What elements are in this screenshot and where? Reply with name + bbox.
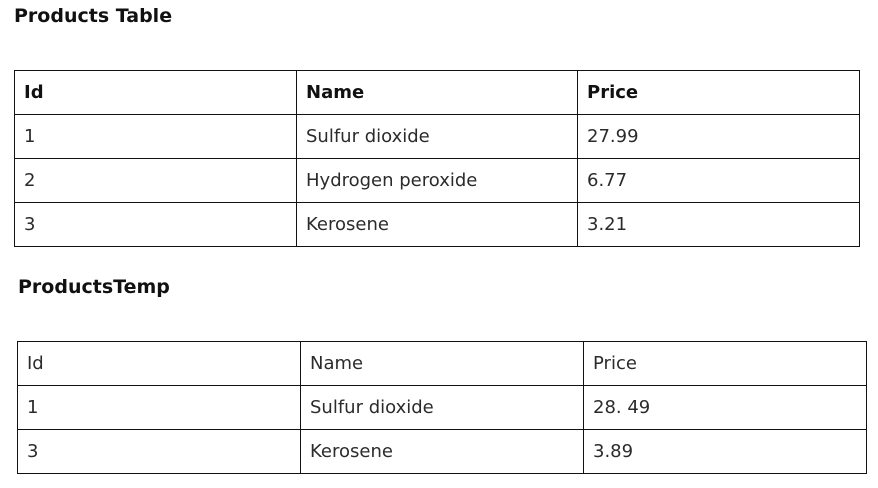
cell-id: 1 [17, 385, 301, 430]
products-temp-title: ProductsTemp [18, 276, 170, 298]
table-header-row: Id Name Price [17, 341, 867, 386]
cell-id: 1 [14, 114, 297, 159]
products-table-title: Products Table [14, 5, 173, 27]
cell-price: 3.21 [577, 202, 860, 247]
table-row: 3 Kerosene 3.21 [14, 202, 860, 247]
column-header-id: Id [14, 70, 297, 115]
table-row: 2 Hydrogen peroxide 6.77 [14, 158, 860, 203]
cell-price: 3.89 [583, 429, 867, 474]
table-header-row: Id Name Price [14, 70, 860, 115]
cell-price: 6.77 [577, 158, 860, 203]
cell-price: 27.99 [577, 114, 860, 159]
table-row: 3 Kerosene 3.89 [17, 429, 867, 474]
cell-id: 3 [17, 429, 301, 474]
cell-id: 2 [14, 158, 297, 203]
table-row: 1 Sulfur dioxide 27.99 [14, 114, 860, 159]
column-header-price: Price [577, 70, 860, 115]
products-temp-table: Id Name Price 1 Sulfur dioxide 28. 49 3 … [17, 341, 867, 474]
cell-id: 3 [14, 202, 297, 247]
cell-name: Kerosene [296, 202, 578, 247]
column-header-name: Name [300, 341, 584, 386]
cell-name: Sulfur dioxide [296, 114, 578, 159]
cell-price: 28. 49 [583, 385, 867, 430]
cell-name: Sulfur dioxide [300, 385, 584, 430]
column-header-price: Price [583, 341, 867, 386]
products-table: Id Name Price 1 Sulfur dioxide 27.99 2 H… [14, 70, 860, 247]
table-row: 1 Sulfur dioxide 28. 49 [17, 385, 867, 430]
column-header-id: Id [17, 341, 301, 386]
cell-name: Hydrogen peroxide [296, 158, 578, 203]
cell-name: Kerosene [300, 429, 584, 474]
column-header-name: Name [296, 70, 578, 115]
